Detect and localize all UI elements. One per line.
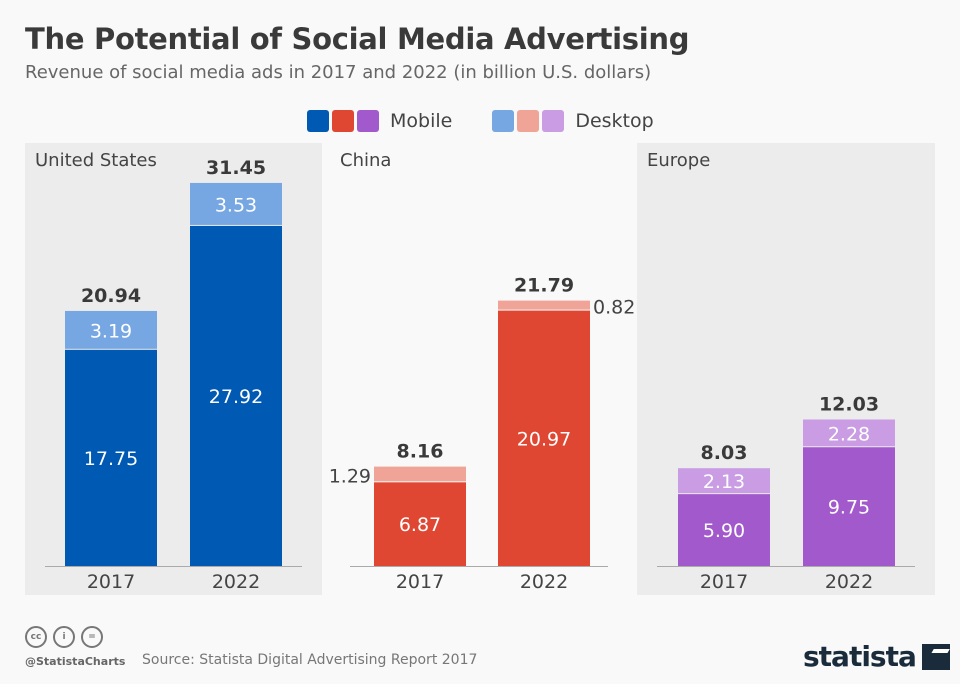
legend-swatch-china-mobile — [332, 110, 354, 132]
panel-title-europe: Europe — [647, 150, 710, 171]
chart-subtitle: Revenue of social media ads in 2017 and … — [25, 62, 652, 83]
label-mobile-china-2017: 6.87 — [399, 514, 441, 536]
x-tick-us-2017: 2017 — [87, 571, 135, 593]
total-china-2022: 21.79 — [514, 275, 574, 297]
bar-desktop-europe-2017 — [678, 468, 770, 494]
label-mobile-europe-2017: 5.90 — [703, 520, 745, 542]
bar-mobile-us-2017 — [65, 349, 157, 566]
legend-swatch-china-desktop — [517, 110, 540, 132]
total-europe-2017: 8.03 — [701, 442, 748, 464]
legend-swatch-europe-desktop — [542, 110, 565, 132]
bar-mobile-china-2022 — [498, 310, 590, 566]
chart-title: The Potential of Social Media Advertisin… — [25, 22, 690, 56]
bar-mobile-us-2022 — [190, 225, 282, 567]
total-us-2022: 31.45 — [206, 157, 266, 179]
legend-swatch-us-mobile — [307, 110, 329, 132]
bar-mobile-europe-2022 — [803, 447, 895, 566]
label-mobile-china-2022: 20.97 — [517, 428, 571, 450]
bar-mobile-china-2017 — [374, 482, 466, 566]
label-desktop-china-2017: 1.29 — [329, 465, 371, 487]
label-mobile-us-2022: 27.92 — [209, 386, 263, 408]
logo-text: statista — [803, 640, 917, 673]
license-icons: cc i = — [25, 626, 103, 648]
label-desktop-europe-2022: 2.28 — [828, 423, 870, 445]
label-desktop-us-2022: 3.53 — [215, 194, 257, 216]
twitter-handle[interactable]: @StatistaCharts — [25, 655, 126, 668]
label-desktop-china-2022: 0.82 — [593, 297, 635, 319]
panel-title-us: United States — [35, 150, 157, 171]
legend-swatch-us-desktop — [492, 110, 515, 132]
legend: Mobile Desktop — [307, 110, 694, 132]
x-tick-europe-2022: 2022 — [825, 571, 873, 593]
bar-desktop-europe-2022 — [803, 419, 895, 447]
label-desktop-us-2017: 3.19 — [90, 320, 132, 342]
cc-icon: cc — [25, 626, 47, 648]
x-tick-china-2017: 2017 — [396, 571, 444, 593]
label-mobile-europe-2022: 9.75 — [828, 497, 870, 519]
label-desktop-europe-2017: 2.13 — [703, 471, 745, 493]
legend-label-desktop: Desktop — [575, 110, 654, 132]
x-tick-china-2022: 2022 — [520, 571, 568, 593]
legend-label-mobile: Mobile — [390, 110, 453, 132]
total-us-2017: 20.94 — [81, 285, 141, 307]
label-mobile-us-2017: 17.75 — [84, 448, 138, 470]
x-tick-us-2022: 2022 — [212, 571, 260, 593]
panel-title-china: China — [340, 150, 391, 171]
attribution-icon: i — [53, 626, 75, 648]
total-europe-2022: 12.03 — [819, 393, 879, 415]
bar-desktop-china-2022 — [498, 300, 590, 310]
bar-desktop-us-2022 — [190, 182, 282, 225]
no-derivatives-icon: = — [81, 626, 103, 648]
bar-desktop-china-2017 — [374, 466, 466, 482]
total-china-2017: 8.16 — [397, 441, 444, 463]
legend-swatch-europe-mobile — [357, 110, 379, 132]
statista-logo-mark-icon — [921, 643, 950, 670]
source-note: Source: Statista Digital Advertising Rep… — [142, 652, 478, 668]
x-tick-europe-2017: 2017 — [700, 571, 748, 593]
bar-desktop-us-2017 — [65, 310, 157, 349]
bar-mobile-europe-2017 — [678, 494, 770, 566]
statista-logo[interactable]: statista — [803, 640, 950, 673]
